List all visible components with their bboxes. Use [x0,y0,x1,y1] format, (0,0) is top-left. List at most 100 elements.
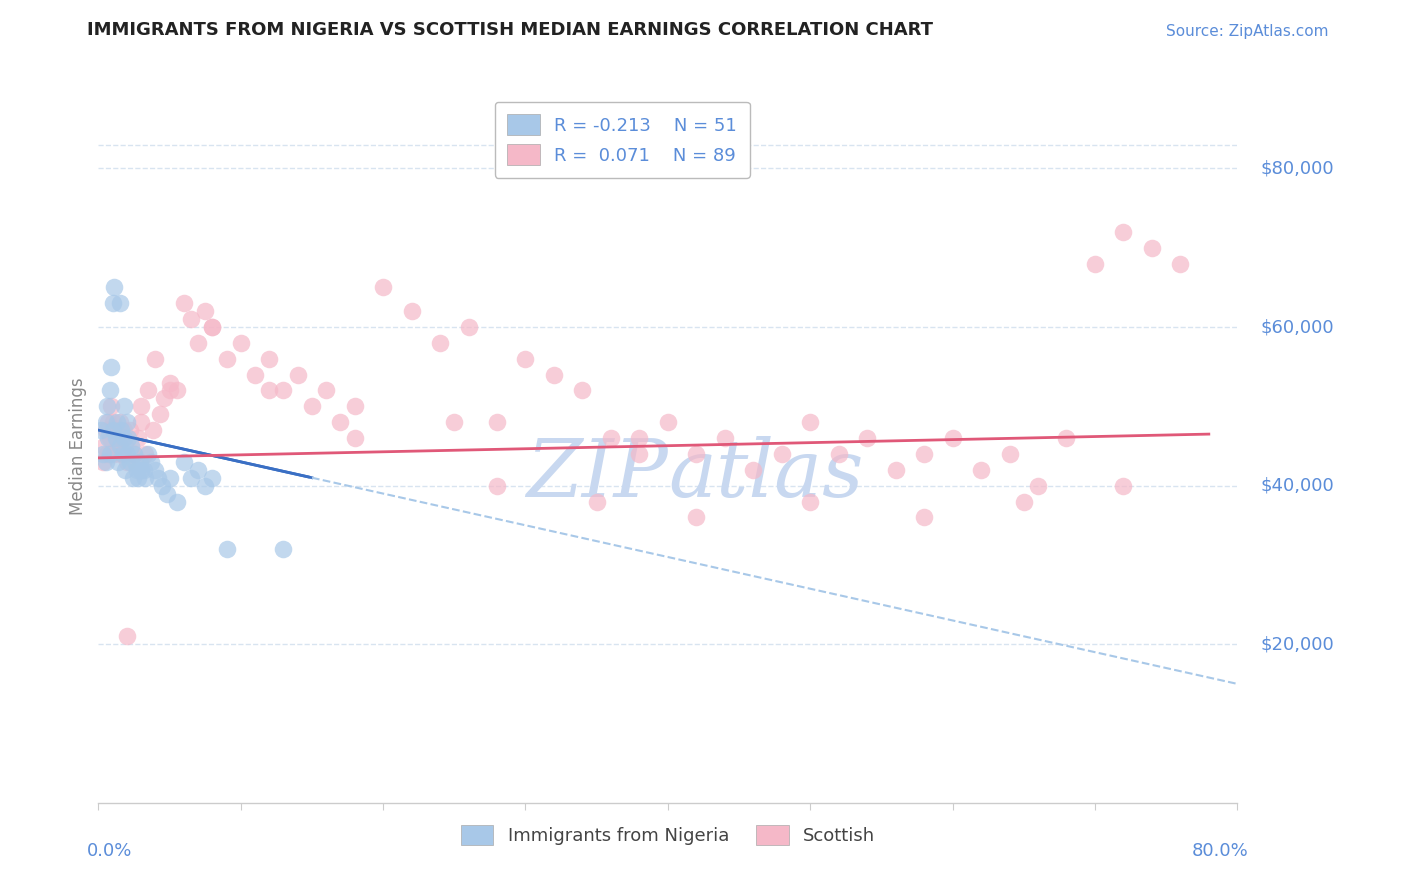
Point [343,400,366,414]
Point [685,510,707,524]
Point [259,384,281,398]
Point [94,423,117,437]
Point [129,463,152,477]
Point [742,463,765,477]
Point [110,423,132,437]
Point [201,320,224,334]
Point [1170,257,1192,271]
Point [129,400,152,414]
Point [628,447,651,461]
Point [108,296,131,310]
Point [134,447,156,461]
Point [159,376,181,390]
Point [91,455,114,469]
Point [373,280,395,294]
Point [856,431,879,445]
Point [187,335,209,350]
Point [94,455,117,469]
Point [125,463,148,477]
Point [118,423,141,437]
Y-axis label: Median Earnings: Median Earnings [69,377,87,515]
Point [108,439,131,453]
Point [486,415,509,429]
Point [104,431,127,445]
Text: atlas: atlas [668,436,863,513]
Point [571,384,593,398]
Point [100,400,122,414]
Point [105,415,128,429]
Point [111,431,134,445]
Text: $60,000: $60,000 [1260,318,1334,336]
Point [110,447,132,461]
Text: ZIP: ZIP [526,436,668,513]
Point [273,542,295,557]
Point [129,415,152,429]
Point [343,431,366,445]
Point [112,423,135,437]
Text: Source: ZipAtlas.com: Source: ZipAtlas.com [1166,24,1329,39]
Point [98,447,121,461]
Point [90,423,112,437]
Point [97,415,120,429]
Point [194,304,217,318]
Point [1012,494,1035,508]
Point [912,510,935,524]
Point [166,494,188,508]
Point [1112,225,1135,239]
Point [145,463,167,477]
Point [115,415,138,429]
Point [122,447,145,461]
Point [156,486,179,500]
Text: $20,000: $20,000 [1260,635,1334,653]
Text: 80.0%: 80.0% [1192,842,1249,860]
Point [152,478,174,492]
Point [243,368,266,382]
Point [287,368,309,382]
Legend: Immigrants from Nigeria, Scottish: Immigrants from Nigeria, Scottish [449,812,887,858]
Point [173,296,195,310]
Point [215,351,238,366]
Point [118,455,141,469]
Point [443,415,465,429]
Point [96,447,118,461]
Point [259,351,281,366]
Point [127,431,149,445]
Point [127,471,149,485]
Point [96,400,118,414]
Point [799,415,821,429]
Point [101,415,124,429]
Point [153,392,176,406]
Point [315,384,337,398]
Point [998,447,1021,461]
Point [970,463,993,477]
Point [685,447,707,461]
Point [401,304,423,318]
Point [329,415,352,429]
Point [301,400,323,414]
Point [107,439,129,453]
Point [628,431,651,445]
Point [97,431,120,445]
Point [121,471,143,485]
Point [112,400,135,414]
Point [148,471,170,485]
Point [101,423,124,437]
Point [124,455,146,469]
Point [136,447,159,461]
Point [714,431,737,445]
Point [187,463,209,477]
Point [543,368,565,382]
Point [104,423,127,437]
Point [100,359,122,374]
Point [828,447,851,461]
Point [108,415,131,429]
Point [229,335,252,350]
Point [114,463,136,477]
Point [115,455,138,469]
Text: 0.0%: 0.0% [87,842,132,860]
Point [141,423,163,437]
Point [136,384,159,398]
Point [107,455,129,469]
Point [122,447,145,461]
Point [117,431,139,445]
